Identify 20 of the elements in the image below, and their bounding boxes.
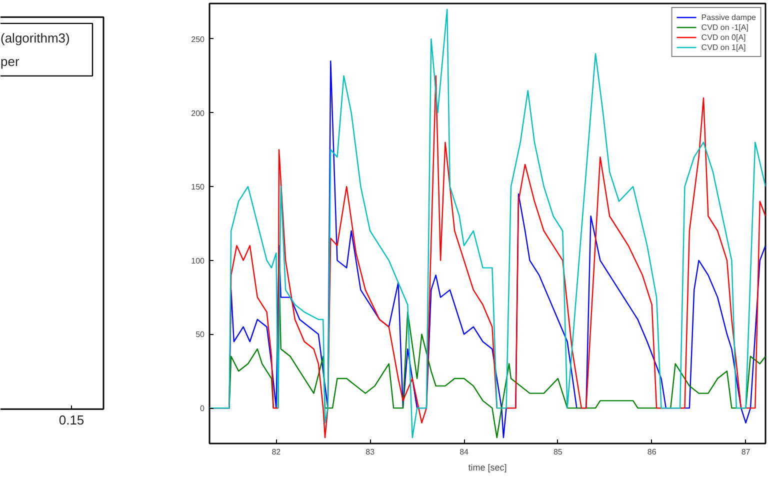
legend-label: Passive dampe <box>701 12 756 22</box>
y-tick-label: 150 <box>191 182 206 192</box>
y-tick-label: 200 <box>191 108 206 118</box>
x-tick-label: 87 <box>741 448 751 456</box>
text: (algorithm3) <box>0 30 70 46</box>
x-axis-title: time [sec] <box>468 462 507 472</box>
x-tick-label: 84 <box>460 448 470 456</box>
x-tick-label: 85 <box>553 448 563 456</box>
text: 0.15 <box>58 412 84 428</box>
y-tick-label: 250 <box>191 34 206 44</box>
y-tick-label: 50 <box>196 330 206 340</box>
y-tick-label: 100 <box>191 256 206 266</box>
x-tick-label: 83 <box>366 448 376 456</box>
x-tick-label: 86 <box>647 448 657 456</box>
legend-label: CVD on -1[A] <box>701 22 748 32</box>
legend-label: CVD on 1[A] <box>701 42 746 52</box>
y-tick-label: 0 <box>200 404 206 414</box>
text: per <box>0 54 20 69</box>
legend-label: CVD on 0[A] <box>701 32 746 42</box>
x-tick-label: 82 <box>272 448 282 456</box>
